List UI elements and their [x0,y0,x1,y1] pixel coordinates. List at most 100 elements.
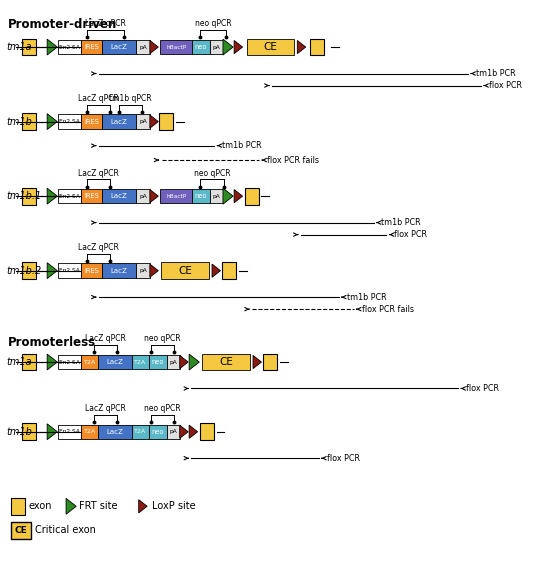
Text: LacZ: LacZ [110,268,128,274]
Text: pA: pA [213,45,221,49]
Polygon shape [253,356,261,368]
Text: exon: exon [28,501,52,511]
Bar [136,263,150,278]
Bar [149,355,167,370]
Bar [245,188,258,205]
Text: Promoter-driven: Promoter-driven [8,18,118,31]
Bar [81,40,102,54]
Bar [310,39,324,55]
Text: neo: neo [152,359,164,365]
Text: tm1b PCR: tm1b PCR [476,69,516,78]
Text: IRES: IRES [84,119,99,124]
Text: neo qPCR: neo qPCR [144,404,180,413]
Bar [102,263,136,278]
Text: LoxP site: LoxP site [152,501,196,511]
Text: LacZ qPCR: LacZ qPCR [78,94,119,103]
Text: tm1b PCR: tm1b PCR [382,218,421,227]
Bar [22,39,36,55]
Text: pA: pA [169,429,177,434]
Text: IRES: IRES [84,268,99,274]
Text: IRES: IRES [84,193,99,199]
Bar [192,189,210,203]
Text: LacZ: LacZ [110,193,128,199]
Text: LacZ qPCR: LacZ qPCR [85,404,126,413]
Bar [160,40,192,54]
Text: pA: pA [139,119,146,124]
Polygon shape [150,115,158,128]
Bar [11,498,25,515]
Polygon shape [189,354,199,370]
Text: neo: neo [152,429,164,435]
Text: neo qPCR: neo qPCR [194,168,231,178]
Text: En2 SA: En2 SA [59,360,80,364]
Text: pA: pA [169,360,177,364]
Bar [160,189,192,203]
Polygon shape [47,188,57,204]
Polygon shape [180,356,188,368]
Text: neo: neo [195,193,207,199]
Bar [58,263,81,278]
Polygon shape [180,425,188,438]
Text: Promoterless: Promoterless [8,336,96,349]
Polygon shape [223,39,233,55]
Text: En2 SA: En2 SA [59,45,80,49]
Text: FRT site: FRT site [79,501,118,511]
Text: hBactP: hBactP [166,193,187,199]
Bar [98,425,132,439]
Text: hBactP: hBactP [166,45,187,49]
Bar [167,425,180,439]
Bar [136,40,150,54]
Text: LacZ qPCR: LacZ qPCR [85,19,126,28]
Text: tm1b: tm1b [6,427,32,437]
Bar [22,354,36,371]
Bar [81,189,102,203]
Text: En2 SA: En2 SA [59,268,80,273]
Bar [58,425,81,439]
Bar [202,354,250,371]
Text: T2A: T2A [134,360,146,364]
Text: LacZ: LacZ [110,44,128,50]
Text: flox PCR fails: flox PCR fails [361,304,414,314]
Polygon shape [150,189,158,203]
Text: neo qPCR: neo qPCR [144,335,180,343]
Polygon shape [47,354,57,370]
Text: En2 SA: En2 SA [59,119,80,124]
Bar [159,113,173,130]
Text: pA: pA [139,45,146,49]
Text: tm1b PCR: tm1b PCR [346,293,387,302]
Bar [22,188,36,205]
Bar [136,114,150,129]
Bar [149,425,167,439]
Text: T2A: T2A [84,429,96,434]
Bar [210,40,223,54]
Text: T2A: T2A [134,429,146,434]
Bar [81,425,98,439]
Bar [22,262,36,279]
Polygon shape [47,39,57,55]
Polygon shape [47,114,57,130]
Polygon shape [150,264,158,277]
Text: tm1a: tm1a [6,42,32,52]
Bar [102,40,136,54]
Text: tm1b PCR: tm1b PCR [222,141,262,150]
Bar [136,189,150,203]
Bar [222,262,236,279]
Polygon shape [234,41,243,53]
Text: pA: pA [213,193,221,199]
Text: En2 SA: En2 SA [59,429,80,434]
Bar [102,114,136,129]
Bar [192,40,210,54]
Polygon shape [297,41,306,53]
Text: flox PCR: flox PCR [489,81,522,90]
Text: flox PCR: flox PCR [466,384,499,393]
Text: tm1b: tm1b [6,117,32,127]
Text: LacZ qPCR: LacZ qPCR [85,335,126,343]
Text: tm1b qPCR: tm1b qPCR [109,94,152,103]
Text: T2A: T2A [84,360,96,364]
Bar [162,262,209,279]
Text: neo qPCR: neo qPCR [195,19,232,28]
Text: CE: CE [15,526,28,535]
Text: CE: CE [263,42,277,52]
Text: flox PCR: flox PCR [394,230,427,239]
Text: tm1b.1: tm1b.1 [6,191,42,201]
